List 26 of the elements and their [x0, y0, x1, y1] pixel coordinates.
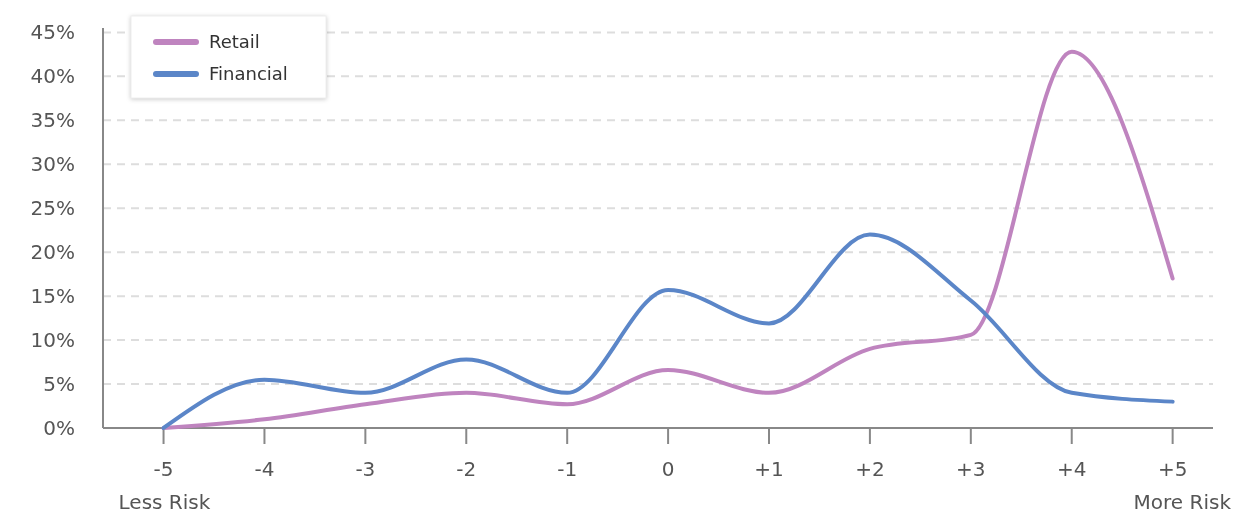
legend-label: Retail	[209, 31, 260, 53]
legend-label: Financial	[209, 63, 288, 85]
x-tick-label: -5	[153, 457, 174, 481]
y-tick-label: 20%	[30, 240, 75, 265]
y-tick-label: 5%	[43, 372, 75, 397]
y-tick-label: 30%	[30, 152, 75, 177]
y-tick-label: 35%	[30, 108, 75, 133]
y-tick-label: 40%	[30, 64, 75, 89]
line-series	[161, 232, 1175, 430]
x-tick-label: +1	[754, 457, 784, 481]
text: Less Risk	[118, 490, 211, 514]
y-tick-label: 15%	[30, 284, 75, 309]
x-tick-label: -2	[456, 457, 477, 481]
x-tick-label: -1	[557, 457, 578, 481]
x-tick-label: -4	[254, 457, 275, 481]
y-tick-label: 0%	[43, 416, 75, 440]
y-tick-label: 25%	[30, 196, 75, 221]
x-tick-label: +4	[1056, 457, 1087, 481]
y-tick-label: 45%	[30, 20, 75, 45]
y-tick-label: 10%	[30, 328, 75, 353]
x-tick-label: -3	[355, 457, 376, 481]
text: More Risk	[1133, 490, 1232, 514]
x-tick-label: +3	[956, 457, 986, 481]
x-tick-label: +2	[855, 457, 885, 481]
x-tick-label: +5	[1157, 457, 1188, 481]
x-tick-label: 0	[661, 457, 675, 481]
